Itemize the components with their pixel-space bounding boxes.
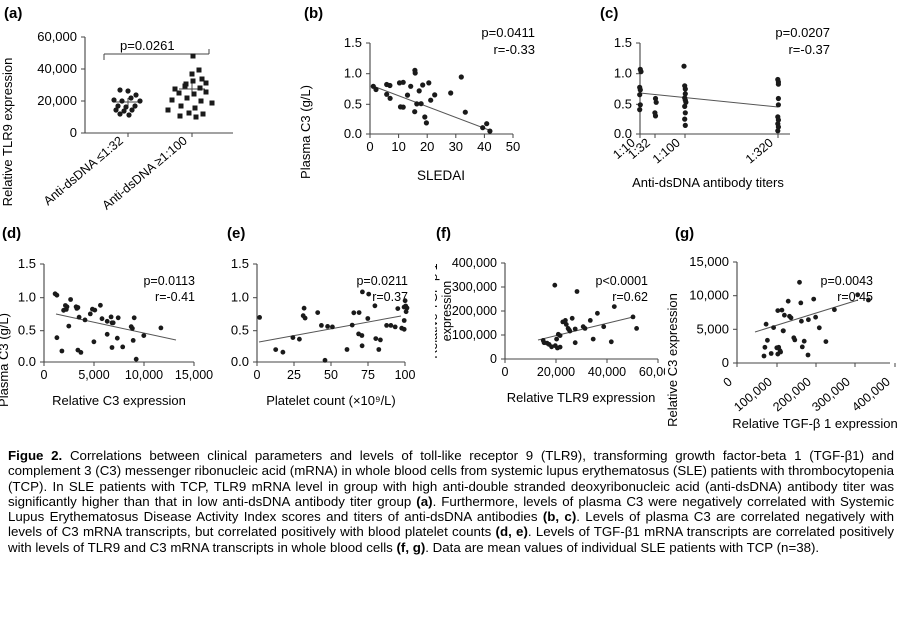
svg-text:0: 0 xyxy=(722,355,729,370)
svg-text:p=0.0207: p=0.0207 xyxy=(775,25,830,40)
svg-text:r=-0.41: r=-0.41 xyxy=(155,290,195,304)
svg-text:40: 40 xyxy=(477,139,491,154)
svg-text:15,000: 15,000 xyxy=(175,368,213,382)
svg-text:Platelet count (×10⁹/L): Platelet count (×10⁹/L) xyxy=(266,393,396,408)
svg-text:p=0.0043: p=0.0043 xyxy=(821,274,874,288)
svg-text:0: 0 xyxy=(70,125,77,140)
svg-text:1.5: 1.5 xyxy=(344,35,362,50)
svg-text:p<0.0001: p<0.0001 xyxy=(596,274,649,288)
svg-text:Relative C3 expression: Relative C3 expression xyxy=(52,393,186,408)
svg-text:100,000: 100,000 xyxy=(731,375,775,415)
svg-text:p=0.0261: p=0.0261 xyxy=(120,38,175,53)
svg-text:30: 30 xyxy=(449,139,463,154)
svg-text:20,000: 20,000 xyxy=(537,365,575,379)
svg-text:10,000: 10,000 xyxy=(689,288,729,303)
svg-text:p=0.0211: p=0.0211 xyxy=(356,274,408,288)
svg-text:100,000: 100,000 xyxy=(452,328,497,342)
svg-text:10,000: 10,000 xyxy=(125,368,163,382)
svg-text:0: 0 xyxy=(721,375,735,390)
svg-text:Relative TLR9 expression: Relative TLR9 expression xyxy=(507,390,656,405)
svg-text:(c): (c) xyxy=(600,5,618,22)
svg-text:0.0: 0.0 xyxy=(344,126,362,141)
svg-text:Plasma C3 (g/L): Plasma C3 (g/L) xyxy=(0,313,11,407)
svg-text:25: 25 xyxy=(287,368,301,382)
svg-text:40,000: 40,000 xyxy=(588,365,626,379)
svg-text:(f): (f) xyxy=(436,225,451,242)
svg-text:75: 75 xyxy=(361,368,375,382)
svg-text:0: 0 xyxy=(490,352,497,366)
svg-text:0: 0 xyxy=(502,365,509,379)
svg-text:r=0.62: r=0.62 xyxy=(612,290,648,304)
svg-text:15,000: 15,000 xyxy=(689,254,729,269)
svg-text:5,000: 5,000 xyxy=(78,368,109,382)
svg-text:100: 100 xyxy=(395,368,416,382)
svg-text:Relative TGF-β 1 expression: Relative TGF-β 1 expression xyxy=(732,416,897,431)
svg-text:(d): (d) xyxy=(2,225,21,242)
svg-text:Plasma C3 (g/L): Plasma C3 (g/L) xyxy=(300,85,313,179)
svg-text:0.0: 0.0 xyxy=(231,354,249,369)
svg-text:60,000: 60,000 xyxy=(37,29,77,44)
svg-text:10: 10 xyxy=(391,139,405,154)
svg-text:r=0.37: r=0.37 xyxy=(372,290,408,304)
svg-text:(b): (b) xyxy=(304,5,323,22)
svg-text:1.5: 1.5 xyxy=(231,256,249,271)
svg-text:p=0.0411: p=0.0411 xyxy=(481,25,535,40)
svg-text:(e): (e) xyxy=(227,225,245,242)
svg-text:Relative C3 expression: Relative C3 expression xyxy=(665,293,680,427)
svg-text:1.0: 1.0 xyxy=(18,290,36,305)
svg-text:1.5: 1.5 xyxy=(18,256,36,271)
svg-text:20: 20 xyxy=(420,139,434,154)
svg-text:1.0: 1.0 xyxy=(344,66,362,81)
svg-text:0.5: 0.5 xyxy=(18,323,36,338)
svg-text:400,000: 400,000 xyxy=(849,375,893,415)
svg-text:0: 0 xyxy=(254,368,261,382)
svg-text:0.5: 0.5 xyxy=(614,96,632,111)
svg-text:20,000: 20,000 xyxy=(37,93,77,108)
svg-text:0.5: 0.5 xyxy=(231,323,249,338)
svg-text:200,000: 200,000 xyxy=(770,375,814,415)
svg-text:0: 0 xyxy=(41,368,48,382)
svg-text:p=0.0113: p=0.0113 xyxy=(143,274,195,288)
svg-text:0: 0 xyxy=(366,139,373,154)
svg-text:1.5: 1.5 xyxy=(614,35,632,50)
svg-text:Anti-dsDNA antibody titers: Anti-dsDNA antibody titers xyxy=(632,175,784,190)
svg-text:(g): (g) xyxy=(675,225,694,242)
svg-text:50: 50 xyxy=(506,139,520,154)
svg-text:1.0: 1.0 xyxy=(614,66,632,81)
svg-text:300,000: 300,000 xyxy=(452,280,497,294)
svg-text:0.0: 0.0 xyxy=(18,354,36,369)
svg-text:5,000: 5,000 xyxy=(696,321,729,336)
svg-text:Relative TLR9 expression: Relative TLR9 expression xyxy=(0,58,15,207)
svg-text:200,000: 200,000 xyxy=(452,304,497,318)
svg-text:40,000: 40,000 xyxy=(37,61,77,76)
svg-text:1:320: 1:320 xyxy=(743,136,776,167)
svg-text:expression: expression xyxy=(440,281,454,341)
svg-text:50: 50 xyxy=(324,368,338,382)
svg-text:300,000: 300,000 xyxy=(809,375,853,415)
svg-text:r=-0.37: r=-0.37 xyxy=(788,42,830,57)
svg-text:1:100: 1:100 xyxy=(650,136,683,167)
svg-text:(a): (a) xyxy=(4,5,22,22)
svg-text:400,000: 400,000 xyxy=(452,256,497,270)
svg-text:SLEDAI: SLEDAI xyxy=(417,168,465,183)
svg-text:1.0: 1.0 xyxy=(231,290,249,305)
svg-text:r=-0.33: r=-0.33 xyxy=(493,42,535,57)
svg-text:0.5: 0.5 xyxy=(344,96,362,111)
